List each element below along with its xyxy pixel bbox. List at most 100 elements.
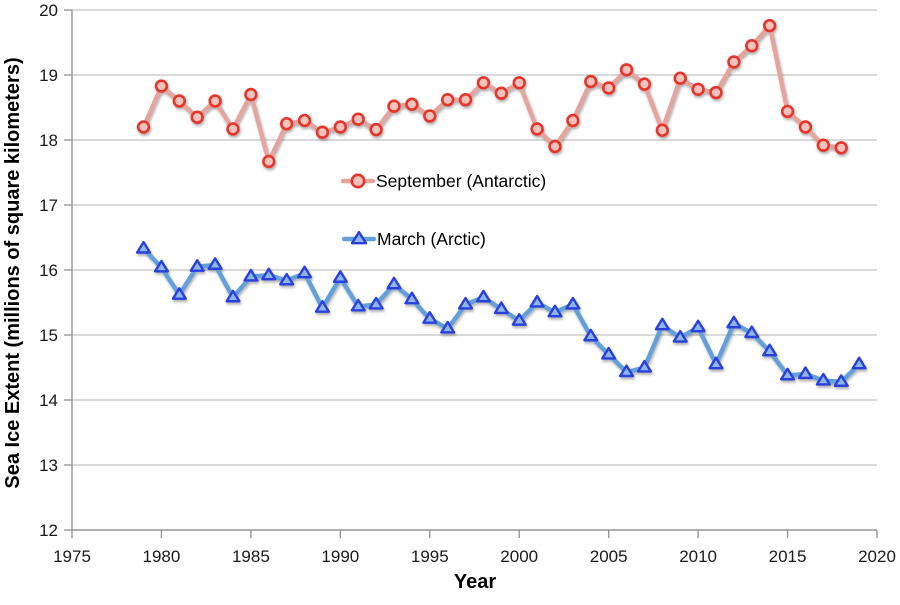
x-tick-label: 1975 xyxy=(53,547,91,566)
data-point-triangle xyxy=(153,259,170,273)
data-point-triangle xyxy=(261,267,277,281)
data-point-triangle xyxy=(529,294,545,308)
y-tick-label: 15 xyxy=(39,326,58,345)
data-point-triangle xyxy=(350,230,368,245)
legend-label-september-antarctic: September (Antarctic) xyxy=(376,171,546,191)
data-point-circle xyxy=(154,79,169,93)
x-axis-title: Year xyxy=(454,571,496,593)
data-point-circle xyxy=(136,120,151,134)
x-tick-label: 2010 xyxy=(679,547,717,566)
data-point-circle xyxy=(190,110,204,124)
data-point-triangle xyxy=(457,296,474,310)
data-point-circle xyxy=(798,120,813,134)
data-point-circle xyxy=(762,18,777,33)
series-layer xyxy=(135,18,867,387)
data-point-triangle xyxy=(547,304,563,318)
data-point-circle xyxy=(691,82,705,97)
y-tick-label: 16 xyxy=(39,261,58,280)
data-point-triangle xyxy=(726,315,742,329)
data-point-triangle xyxy=(314,300,331,313)
march-arctic-legend-icon xyxy=(341,230,377,245)
march-arctic-series xyxy=(135,240,867,387)
data-point-triangle xyxy=(386,276,402,290)
data-point-circle xyxy=(727,55,741,69)
data-point-circle xyxy=(315,125,330,139)
x-tick-label: 1990 xyxy=(321,547,359,566)
data-point-circle xyxy=(637,77,652,91)
legend: September (Antarctic) March (Arctic) xyxy=(340,171,546,249)
data-point-circle xyxy=(601,81,616,95)
data-point-triangle xyxy=(565,296,581,310)
data-point-circle xyxy=(458,92,473,107)
data-point-triangle xyxy=(493,301,509,315)
data-point-triangle xyxy=(368,296,384,310)
data-point-circle xyxy=(494,86,509,100)
data-point-circle xyxy=(709,85,723,100)
data-point-triangle xyxy=(279,272,295,286)
data-point-circle xyxy=(405,97,419,111)
x-axis-ticks: 1975 1980 1985 1990 1995 2000 2005 2010 2015 2020 xyxy=(53,530,896,566)
data-point-triangle xyxy=(135,240,152,254)
data-point-triangle xyxy=(797,366,814,380)
x-tick-label: 2005 xyxy=(590,547,628,566)
data-point-triangle xyxy=(601,346,617,360)
data-point-circle xyxy=(780,104,795,119)
data-point-circle xyxy=(208,94,222,108)
x-tick-label: 1985 xyxy=(232,547,270,566)
data-point-circle xyxy=(619,63,634,77)
data-point-triangle xyxy=(636,359,653,373)
y-axis-title: Sea Ice Extent (millions of square kilom… xyxy=(2,57,24,488)
data-point-triangle xyxy=(243,268,259,282)
y-tick-label: 14 xyxy=(39,391,58,410)
y-tick-label: 17 xyxy=(39,196,58,215)
data-point-triangle xyxy=(708,356,724,370)
data-point-triangle xyxy=(511,313,527,326)
data-point-circle xyxy=(369,122,383,137)
y-tick-label: 13 xyxy=(39,456,58,475)
data-point-circle xyxy=(333,120,348,134)
data-point-circle xyxy=(297,113,312,128)
data-point-triangle xyxy=(225,289,241,303)
data-point-triangle xyxy=(332,270,348,283)
data-point-triangle xyxy=(779,367,796,381)
x-tick-label: 1995 xyxy=(411,547,449,566)
data-point-circle xyxy=(279,117,294,131)
y-tick-label: 20 xyxy=(39,1,58,20)
data-point-circle xyxy=(244,87,258,102)
y-tick-label: 12 xyxy=(39,521,58,540)
data-point-circle xyxy=(350,173,366,189)
x-tick-label: 2000 xyxy=(500,547,538,566)
september-antarctic-legend-icon xyxy=(340,173,376,189)
september-antarctic-series xyxy=(136,18,848,169)
data-point-triangle xyxy=(422,311,438,324)
data-point-circle xyxy=(655,123,670,137)
data-point-triangle xyxy=(475,289,492,303)
data-point-triangle xyxy=(690,319,706,333)
data-point-circle xyxy=(816,138,831,152)
gridlines xyxy=(72,9,877,466)
y-tick-label: 19 xyxy=(39,66,58,85)
data-point-circle xyxy=(548,139,562,154)
data-point-circle xyxy=(566,113,580,128)
data-point-circle xyxy=(476,76,491,90)
y-tick-label: 18 xyxy=(39,131,58,150)
data-point-triangle xyxy=(851,356,867,370)
data-point-triangle xyxy=(833,374,849,387)
data-point-circle xyxy=(387,99,401,113)
data-point-circle xyxy=(440,92,455,107)
data-point-circle xyxy=(351,112,365,126)
data-point-triangle xyxy=(744,325,760,339)
data-point-triangle xyxy=(350,298,366,312)
x-tick-label: 2020 xyxy=(858,547,896,566)
x-tick-label: 2015 xyxy=(769,547,807,566)
data-point-circle xyxy=(745,39,759,53)
data-point-triangle xyxy=(672,329,688,343)
data-point-circle xyxy=(530,122,544,136)
data-point-circle xyxy=(673,71,687,85)
data-point-circle xyxy=(423,109,437,123)
data-point-circle xyxy=(584,74,598,89)
data-point-triangle xyxy=(189,259,205,272)
y-axis-ticks: 12 13 14 15 16 17 18 19 20 xyxy=(39,1,72,540)
legend-label-march-arctic: March (Arctic) xyxy=(377,229,486,249)
